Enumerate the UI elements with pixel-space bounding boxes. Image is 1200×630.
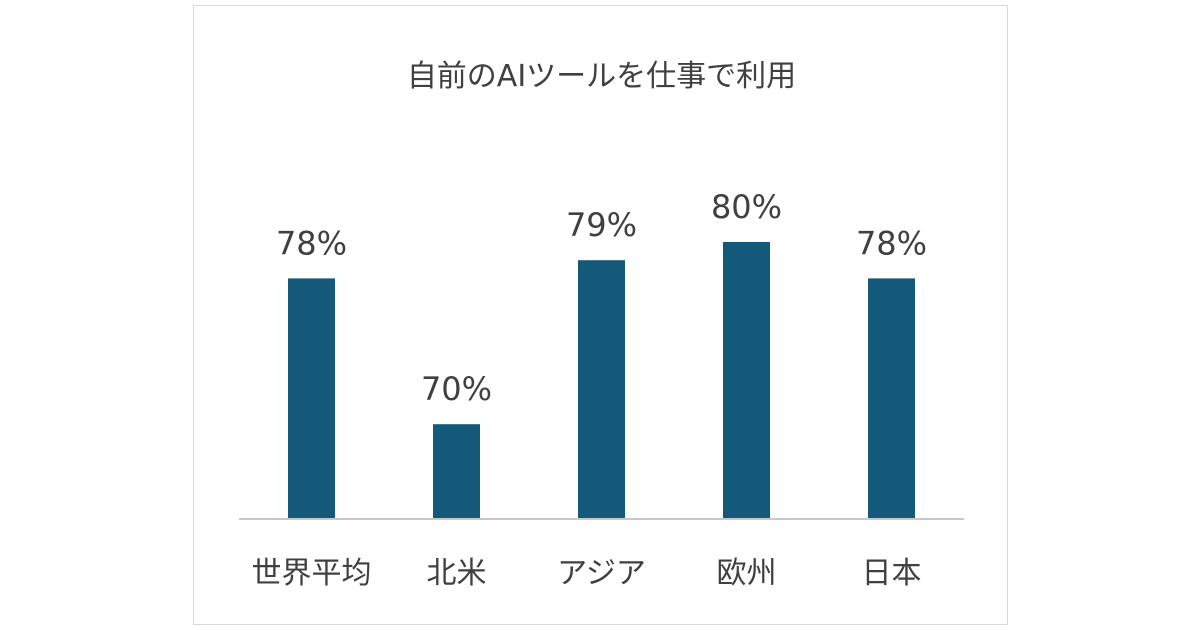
data-label-1: 70%: [421, 370, 492, 408]
bar-chart: 自前のAIツールを仕事で利用 78%世界平均70%北米79%アジア80%欧州78…: [239, 59, 964, 591]
bar-0: [288, 278, 335, 519]
category-label-2: アジア: [557, 556, 646, 591]
data-label-0: 78%: [276, 224, 347, 262]
category-label-0: 世界平均: [252, 556, 372, 591]
bar-1: [433, 424, 480, 519]
chart-frame: 自前のAIツールを仕事で利用 78% 世界平均 70% 北米 79% アジア 80% 欧州 78…: [193, 5, 1008, 625]
bar-2: [578, 260, 625, 519]
data-label-3: 80%: [711, 188, 782, 226]
bars-layer: 78% 世界平均 70% 北米 79% アジア 80% 欧州 78% 日本: [252, 188, 928, 591]
category-label-4: 日本: [862, 556, 922, 591]
chart-title: 自前のAIツールを仕事で利用: [407, 59, 796, 94]
data-label-2: 79%: [566, 206, 637, 244]
data-label-4: 78%: [856, 224, 927, 262]
bar-4: [868, 278, 915, 519]
category-label-3: 欧州: [717, 556, 777, 591]
category-label-1: 北米: [427, 556, 487, 591]
bar-3: [723, 242, 770, 519]
